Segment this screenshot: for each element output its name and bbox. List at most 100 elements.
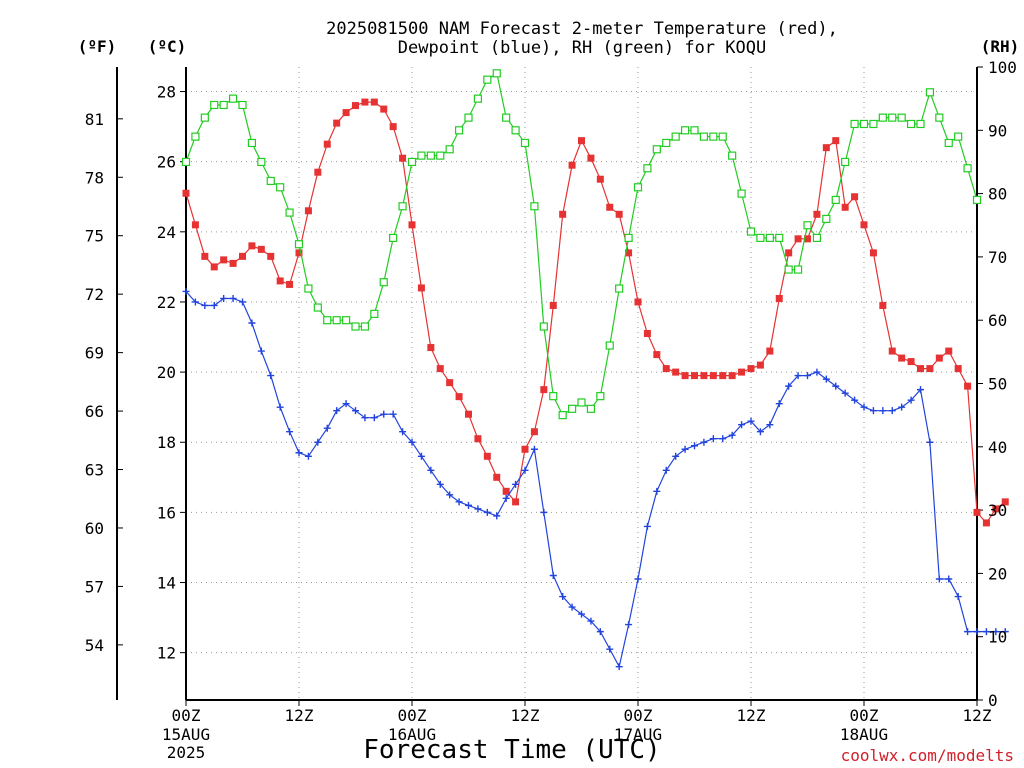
dewpoint-point	[625, 621, 633, 629]
rh-point	[869, 119, 878, 129]
rh-point	[954, 132, 963, 141]
temperature-point	[653, 351, 661, 359]
temperature-point	[540, 386, 548, 394]
rh-point	[313, 303, 322, 312]
dewpoint-point	[926, 438, 934, 446]
rh-point	[228, 94, 238, 103]
dewpoint-point	[907, 396, 915, 404]
temperature-point	[220, 256, 228, 264]
celsius-tick-label: 26	[157, 153, 176, 172]
time-tick-label: 00Z	[172, 706, 201, 725]
temperature-line	[185, 101, 1006, 524]
rh-tick-label: 0	[988, 691, 998, 710]
dewpoint-point	[408, 438, 416, 446]
time-tick-label: 00Z	[398, 706, 427, 725]
rh-point	[906, 119, 916, 129]
rh-point	[210, 100, 219, 110]
temperature-point	[512, 498, 520, 506]
dewpoint-point	[672, 452, 680, 460]
rh-point	[464, 113, 473, 122]
temperature-point	[691, 372, 698, 380]
dewpoint-point	[474, 505, 482, 513]
rh-point	[624, 233, 633, 243]
rh-tick-label: 20	[988, 564, 1007, 583]
dewpoint-point	[521, 466, 529, 474]
rh-point	[539, 322, 548, 331]
dewpoint-point	[804, 372, 811, 380]
temperature-point	[239, 252, 246, 260]
dewpoint-point	[738, 421, 746, 429]
temperature-point	[342, 109, 350, 117]
temperature-point	[314, 168, 322, 176]
dewpoint-line	[185, 291, 1006, 669]
time-tick-label: 00Z	[624, 706, 653, 725]
chart-title: 2025081500 NAM Forecast 2-meter Temperat…	[326, 19, 838, 39]
temperature-point	[474, 435, 482, 443]
rh-point	[285, 208, 294, 217]
temperature-point	[1001, 498, 1009, 506]
temperature-point	[530, 428, 538, 436]
temperature-point	[257, 245, 265, 253]
temperature-point	[747, 365, 755, 373]
rh-point	[822, 214, 831, 224]
rh-point	[492, 69, 501, 78]
dewpoint-point	[832, 382, 840, 390]
rh-point	[728, 151, 737, 160]
rh-point	[445, 145, 454, 154]
dewpoint-point	[813, 368, 821, 376]
dewpoint-point	[417, 452, 425, 460]
rh-point	[276, 183, 285, 192]
temperature-point	[568, 161, 576, 169]
temperature-point	[380, 105, 388, 113]
rh-point	[483, 75, 492, 84]
dewpoint-point	[653, 487, 661, 495]
fahrenheit-tick-label: 63	[85, 461, 104, 480]
rh-point	[775, 233, 784, 243]
temperature-point	[869, 249, 877, 257]
rh-tick-label: 60	[988, 311, 1007, 330]
temperature-point	[973, 508, 981, 516]
rh-point	[530, 202, 539, 211]
dewpoint-point	[267, 372, 275, 380]
rh-point	[332, 316, 341, 325]
temperature-point	[352, 102, 359, 110]
temperature-point	[813, 210, 821, 218]
temperature-point	[587, 154, 595, 162]
rh-point	[219, 100, 228, 110]
series-layer	[181, 69, 1009, 671]
time-tick-label: 12Z	[511, 706, 540, 725]
dewpoint-point	[399, 428, 407, 436]
temperature-point	[700, 372, 708, 380]
rh-point	[812, 233, 822, 243]
rh-point	[765, 233, 774, 243]
rh-point	[454, 126, 464, 135]
dewpoint-point	[286, 428, 294, 436]
rh-point	[520, 138, 530, 148]
dewpoint-point	[954, 593, 962, 601]
dewpoint-point	[766, 421, 774, 429]
temperature-point	[709, 372, 717, 380]
temperature-point	[898, 354, 906, 362]
dewpoint-point	[973, 628, 981, 636]
rh-point	[850, 119, 859, 129]
temperature-point	[606, 203, 614, 211]
dewpoint-point	[540, 508, 548, 516]
temperature-point	[417, 284, 425, 292]
dewpoint-point	[728, 431, 736, 439]
temperature-point	[860, 221, 868, 229]
tick-labels: 1214161820222426285457606366697275788101…	[85, 58, 1017, 762]
x-axis-label: Forecast Time (UTC)	[363, 735, 660, 765]
rh-point	[389, 233, 398, 243]
temperature-point	[201, 252, 209, 260]
dewpoint-point	[352, 407, 359, 415]
rh-point	[558, 411, 567, 420]
temperature-point	[446, 379, 454, 387]
temperature-point	[917, 365, 924, 373]
dewpoint-point	[662, 466, 670, 474]
rh-point	[426, 151, 435, 160]
celsius-unit-label: (ºC)	[148, 37, 187, 56]
rh-point	[360, 322, 370, 331]
dewpoint-point	[333, 407, 341, 415]
temperature-point	[304, 207, 312, 215]
